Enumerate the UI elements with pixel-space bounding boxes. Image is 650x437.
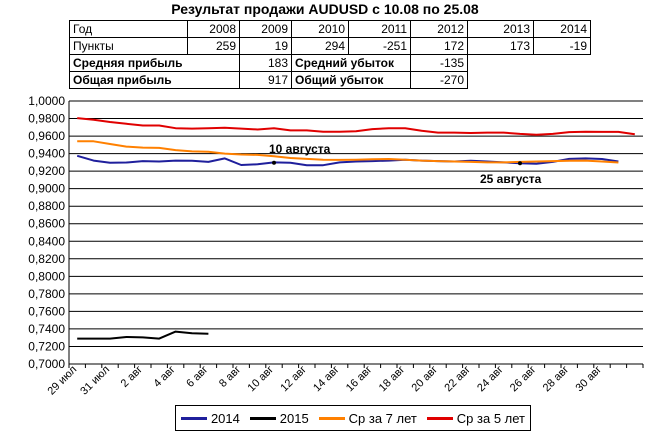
y-tick-label: 0,9400 [28, 147, 65, 161]
y-tick-label: 0,7600 [28, 304, 65, 318]
y-tick-label: 0,7800 [28, 287, 65, 301]
table-row: Средняя прибыль 183 Средний убыток -135 [69, 54, 591, 72]
y-tick-label: 0,8600 [28, 217, 65, 231]
series-line-Ср за 5 лет [77, 117, 635, 136]
x-tick-label: 26 авг [508, 364, 539, 395]
y-tick-label: 0,9800 [28, 112, 65, 126]
y-tick-label: 0,9200 [28, 164, 65, 178]
total-profit-label: Общая прибыль [69, 71, 240, 89]
year-cell: 2012 [410, 20, 468, 38]
x-tick-label: 16 авг [344, 364, 375, 395]
y-tick-label: 0,8800 [28, 199, 65, 213]
x-tick-label: 12 авг [278, 364, 309, 395]
x-tick-label: 2 авг [119, 364, 145, 390]
y-tick-label: 0,8200 [28, 252, 65, 266]
y-tick-label: 0,9000 [28, 182, 65, 196]
y-tick-label: 0,7200 [28, 339, 65, 353]
x-tick-label: 14 авг [311, 364, 342, 395]
legend-label: Ср за 7 лет [348, 410, 417, 426]
x-tick-label: 4 авг [151, 364, 177, 390]
legend-item: Ср за 5 лет [426, 410, 525, 426]
x-tick-label: 28 авг [541, 364, 572, 395]
legend-label: 2014 [210, 410, 240, 426]
y-tick-label: 0,8400 [28, 234, 65, 248]
x-tick-label: 8 авг [217, 364, 243, 390]
x-tick-label: 10 авг [246, 364, 277, 395]
y-tick-label: 1,0000 [28, 94, 65, 108]
x-tick-label: 22 авг [442, 364, 473, 395]
annotation-label: 10 августа [269, 142, 331, 156]
total-loss-label: Общий убыток [291, 71, 411, 89]
avg-loss-value: -135 [410, 54, 468, 72]
y-tick-label: 0,7000 [28, 357, 65, 371]
series-line-Ср за 7 лет [77, 140, 619, 164]
stats-table: Год 2008 2009 2010 2011 2012 2013 2014 П… [69, 20, 591, 89]
total-profit-value: 917 [239, 71, 292, 89]
annotation-marker [518, 161, 522, 166]
legend-swatch [180, 416, 207, 420]
legend-item: 2015 [249, 410, 309, 426]
legend-swatch [318, 416, 345, 420]
x-tick-label: 31 июл [78, 364, 112, 398]
chart-title: Результат продажи AUDUSD с 10.08 по 25.0… [171, 1, 479, 17]
x-tick-label: 18 авг [377, 364, 408, 395]
x-tick-label: 30 авг [574, 364, 605, 395]
legend-item: Ср за 7 лет [318, 410, 417, 426]
legend-item: 2014 [180, 410, 240, 426]
year-cell: 2014 [533, 20, 591, 38]
series-line-2014 [76, 154, 619, 167]
x-tick-label: 20 авг [410, 364, 441, 395]
y-tick-label: 0,7400 [28, 322, 65, 336]
legend-swatch [249, 416, 276, 420]
y-tick-label: 0,9600 [28, 129, 65, 143]
x-tick-label: 24 авг [475, 364, 506, 395]
table-row: Пункты 259 19 294 -251 172 173 -19 [69, 37, 591, 55]
points-cell: -19 [533, 37, 591, 55]
chart-legend: 2014 2015 Ср за 7 лет Ср за 5 лет [175, 405, 531, 431]
legend-label: 2015 [279, 410, 309, 426]
table-row: Год 2008 2009 2010 2011 2012 2013 2014 [69, 20, 591, 38]
legend-label: Ср за 5 лет [456, 410, 525, 426]
legend-swatch [426, 416, 453, 420]
series-line-2015 [77, 330, 209, 340]
points-cell: 173 [467, 37, 534, 55]
annotation-marker [272, 160, 276, 165]
y-tick-label: 0,8000 [28, 269, 65, 283]
table-row: Общая прибыль 917 Общий убыток -270 [69, 71, 591, 89]
x-tick-label: 6 авг [184, 364, 210, 390]
annotation-label: 25 августа [480, 172, 542, 186]
year-cell: 2008 [187, 20, 240, 38]
total-loss-value: -270 [410, 71, 468, 89]
